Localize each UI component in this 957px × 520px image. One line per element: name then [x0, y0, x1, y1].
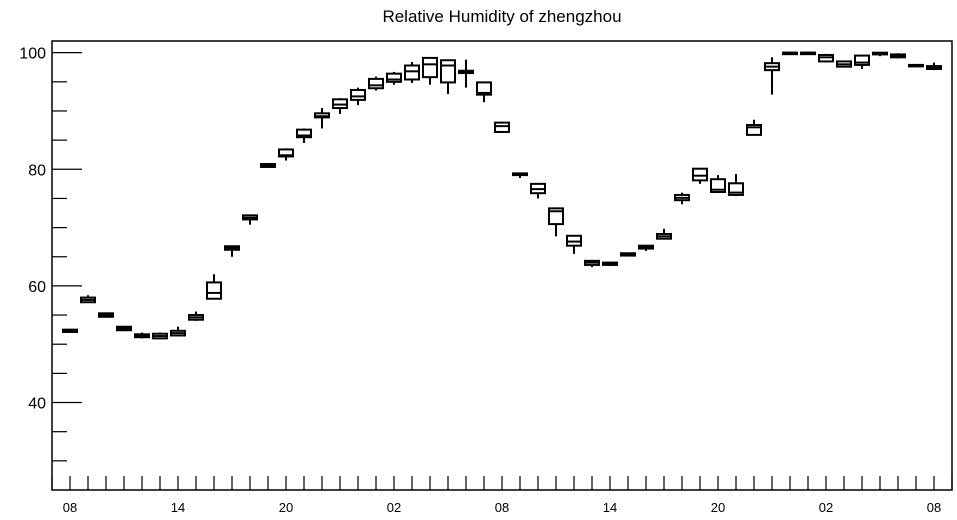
x-tick-label: 20	[279, 500, 293, 515]
box-mark	[386, 71, 402, 85]
x-tick-label: 02	[819, 500, 833, 515]
box-body	[494, 121, 510, 133]
x-tick-label: 08	[927, 500, 941, 515]
box-mark	[152, 332, 168, 340]
box-mark	[854, 54, 870, 69]
box-mark	[818, 53, 834, 63]
box-body	[728, 182, 744, 196]
box-mark	[620, 252, 636, 257]
box-body	[422, 56, 438, 79]
box-mark	[728, 173, 744, 197]
box-mark	[656, 228, 672, 240]
box-mark	[890, 53, 906, 59]
box-body	[368, 77, 384, 90]
box-mark	[548, 207, 564, 237]
box-mark	[116, 325, 132, 332]
box-mark	[224, 245, 240, 257]
box-mark	[368, 76, 384, 91]
box-mark	[926, 62, 942, 71]
box-mark	[710, 175, 726, 194]
box-body	[476, 81, 492, 96]
box-mark	[836, 60, 852, 68]
x-tick-label: 08	[495, 500, 509, 515]
box-mark	[602, 261, 618, 267]
box-mark	[908, 63, 924, 68]
box-mark	[80, 295, 96, 304]
y-tick-label: 100	[19, 46, 46, 63]
box-body	[350, 88, 366, 101]
box-body	[386, 72, 402, 83]
box-mark	[296, 128, 312, 144]
box-mark	[314, 108, 330, 129]
box-mark	[872, 51, 888, 57]
box-body	[548, 207, 564, 226]
box-mark	[476, 81, 492, 103]
box-mark	[566, 234, 582, 254]
box-body	[440, 59, 456, 84]
x-tick-label: 14	[603, 500, 617, 515]
box-mark	[800, 51, 816, 56]
box-mark	[170, 326, 186, 337]
box-mark	[404, 61, 420, 83]
box-series	[62, 51, 942, 340]
box-body	[692, 167, 708, 182]
box-body	[206, 281, 222, 300]
box-mark	[98, 312, 114, 318]
x-axis: 08 14 20 02 08 14 20 02 08	[51, 476, 953, 515]
box-body	[404, 64, 420, 81]
box-body	[278, 148, 294, 158]
box-mark	[692, 167, 708, 184]
box-mark	[188, 311, 204, 321]
box-mark	[206, 274, 222, 300]
y-axis: 40 60 80 100	[19, 46, 82, 462]
box-mark	[494, 121, 510, 133]
box-mark	[134, 332, 150, 339]
chart-title: Relative Humidity of zhengzhou	[382, 7, 621, 26]
box-mark	[512, 172, 528, 179]
box-mark	[62, 328, 78, 333]
box-mark	[746, 119, 762, 136]
box-mark	[584, 259, 600, 268]
x-tick-label: 14	[171, 500, 185, 515]
box-mark	[674, 192, 690, 205]
box-mark	[440, 59, 456, 95]
box-mark	[782, 51, 798, 56]
box-mark	[278, 148, 294, 161]
y-tick-label: 60	[28, 279, 46, 296]
y-tick-label: 40	[28, 396, 46, 413]
box-mark	[422, 56, 438, 85]
plot-frame	[51, 40, 953, 491]
box-body	[296, 128, 312, 139]
box-mark	[530, 182, 546, 199]
x-tick-label: 08	[63, 500, 77, 515]
box-mark	[764, 57, 780, 95]
box-mark	[638, 244, 654, 251]
x-tick-label: 02	[387, 500, 401, 515]
box-mark	[260, 163, 276, 168]
box-body	[746, 123, 762, 136]
box-mark	[350, 87, 366, 106]
box-body	[854, 54, 870, 66]
box-mark	[242, 214, 258, 225]
box-mark	[332, 98, 348, 114]
x-tick-label: 20	[711, 500, 725, 515]
y-tick-label: 80	[28, 162, 46, 179]
box-mark	[458, 59, 474, 88]
